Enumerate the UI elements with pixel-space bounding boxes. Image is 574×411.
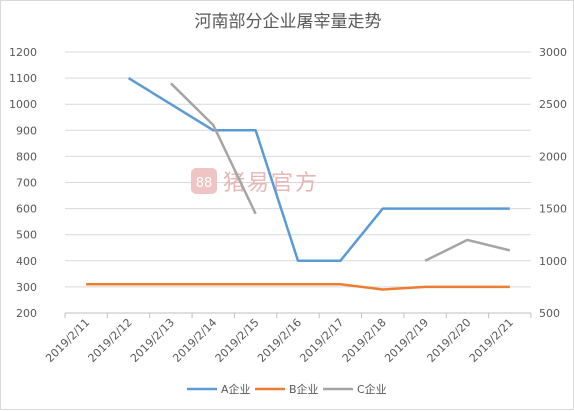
- left-tick-label: 1000: [9, 98, 37, 111]
- left-tick-label: 400: [16, 255, 37, 268]
- right-y-axis: 500 1000 1500 2000 2500 3000: [539, 46, 567, 320]
- series-lines: [86, 77, 511, 291]
- legend-label: B企业: [289, 382, 319, 396]
- x-tick-label: 2019/2/15: [213, 316, 262, 365]
- right-tick-label: 500: [539, 307, 560, 320]
- left-tick-label: 500: [16, 229, 37, 242]
- left-tick-label: 700: [16, 177, 37, 190]
- series-line: [127, 77, 510, 263]
- x-tick-label: 2019/2/11: [43, 316, 92, 365]
- left-tick-label: 200: [16, 307, 37, 320]
- x-axis: 2019/2/112019/2/122019/2/132019/2/142019…: [43, 313, 532, 365]
- x-tick-label: 2019/2/19: [382, 316, 431, 365]
- watermark: 88 猪易官方: [191, 168, 317, 196]
- x-tick-label: 2019/2/14: [170, 316, 219, 365]
- series-line: [170, 82, 257, 215]
- legend: A企业 B企业 C企业: [187, 382, 387, 396]
- series-line: [86, 283, 510, 291]
- right-tick-label: 2500: [539, 98, 567, 111]
- right-tick-label: 3000: [539, 46, 567, 59]
- left-tick-label: 600: [16, 203, 37, 216]
- x-tick-label: 2019/2/17: [297, 316, 346, 365]
- x-tick-label: 2019/2/18: [340, 316, 389, 365]
- left-tick-label: 900: [16, 124, 37, 137]
- right-tick-label: 1500: [539, 203, 567, 216]
- left-y-axis: 200 300 400 500 600 700 800 900 1000 1100 1200: [9, 46, 37, 320]
- series-line: [424, 238, 511, 262]
- left-tick-label: 300: [16, 281, 37, 294]
- right-tick-label: 1000: [539, 255, 567, 268]
- x-tick-label: 2019/2/16: [255, 316, 304, 365]
- x-tick-label: 2019/2/12: [86, 316, 135, 365]
- watermark-logo-icon: [191, 168, 217, 194]
- left-tick-label: 1100: [9, 72, 37, 85]
- legend-label: A企业: [221, 382, 251, 396]
- left-tick-label: 1200: [9, 46, 37, 59]
- left-tick-label: 800: [16, 150, 37, 163]
- chart-title: 河南部分企业屠宰量走势: [195, 12, 382, 32]
- gridlines: [65, 51, 531, 314]
- x-tick-label: 2019/2/21: [467, 316, 516, 365]
- x-tick-label: 2019/2/13: [128, 316, 177, 365]
- watermark-logo-glyph: 88: [196, 176, 213, 191]
- legend-label: C企业: [357, 382, 387, 396]
- x-tick-label: 2019/2/20: [424, 316, 473, 365]
- right-tick-label: 2000: [539, 150, 567, 163]
